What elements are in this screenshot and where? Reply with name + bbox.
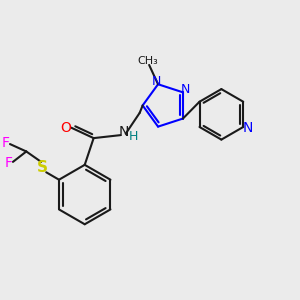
Text: S: S [37,160,48,175]
Text: N: N [118,125,128,139]
Text: N: N [152,75,161,88]
Text: F: F [4,156,13,170]
Text: N: N [181,83,190,96]
Text: F: F [2,136,10,150]
Text: N: N [242,122,253,136]
Text: H: H [129,130,138,143]
Text: O: O [61,121,71,135]
Text: CH₃: CH₃ [137,56,158,66]
